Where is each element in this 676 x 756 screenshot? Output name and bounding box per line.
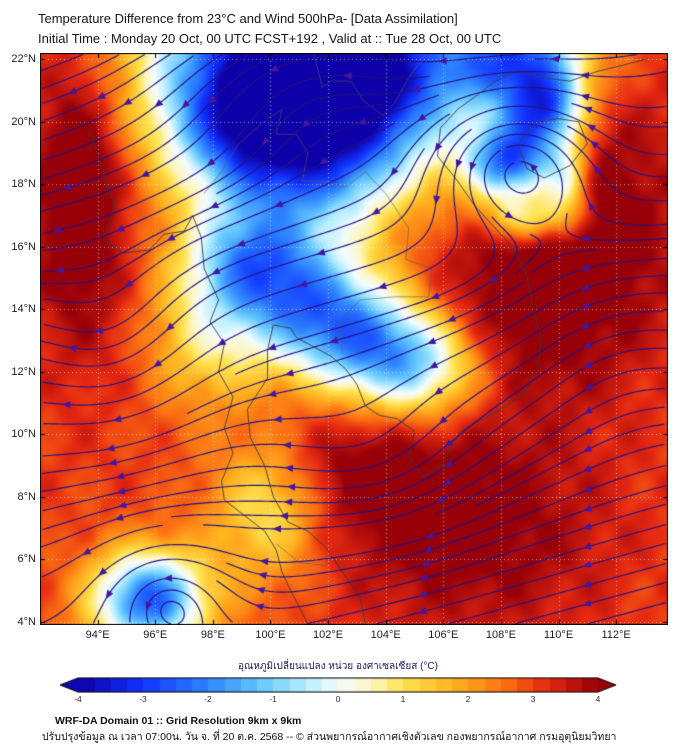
lon-tick-label: 94°E <box>85 629 110 641</box>
lat-tick-label: 14°N <box>11 303 36 316</box>
lat-tick-label: 16°N <box>11 240 36 253</box>
lon-tick-label: 110°E <box>543 629 574 641</box>
lon-tick-label: 98°E <box>200 629 225 641</box>
colorbar-tick-label: -2 <box>204 694 212 704</box>
model-info: WRF-DA Domain 01 :: Grid Resolution 9km … <box>55 715 302 727</box>
lat-tick-label: 18°N <box>11 178 36 191</box>
lat-tick-label: 10°N <box>11 428 36 441</box>
colorbar-tick-label: 1 <box>400 694 406 704</box>
map-area: 4°N 6°N 8°N 10°N 12°N 14°N 16°N 18°N 20°N 22°N 94… <box>0 53 676 651</box>
lat-tick-label: 22°N <box>11 53 36 66</box>
lon-tick-label: 102°E <box>313 629 344 641</box>
page-subtitle: Initial Time : Monday 20 Oct, 00 UTC FCS… <box>38 30 502 46</box>
lon-tick-label: 106°E <box>428 629 459 641</box>
lat-tick-label: 6°N <box>17 553 36 566</box>
update-info: ปรับปรุงข้อมูล ณ เวลา 07:00น. วัน จ. ที่… <box>42 731 617 744</box>
lon-tick-label: 112°E <box>601 629 631 641</box>
header: Temperature Difference from 23°C and Win… <box>0 0 676 48</box>
colorbar-tick-label: -3 <box>139 694 147 704</box>
lat-tick-label: 4°N <box>17 615 36 628</box>
colorbar-title: อุณหภูมิเปลี่ยนแปลง หน่วย องศาเซลเซียส (… <box>238 661 438 672</box>
colorbar-tick-label: 4 <box>595 694 601 704</box>
colorbar-section: อุณหภูมิเปลี่ยนแปลง หน่วย องศาเซลเซียส (… <box>0 659 676 705</box>
lat-tick-label: 12°N <box>11 365 36 378</box>
colorbar-tick-label: 2 <box>465 694 471 704</box>
colorbar-tick-label: 3 <box>530 694 536 704</box>
colorbar-tick-label: -1 <box>269 694 277 704</box>
colorbar-ticks: -4 -3 -2 -1 0 1 2 3 4 <box>58 694 618 705</box>
lat-tick-label: 20°N <box>11 115 36 128</box>
colorbar-gradient <box>58 677 618 693</box>
lon-tick-label: 104°E <box>370 629 401 641</box>
temperature-wind-map-canvas <box>40 53 668 625</box>
page-title: Temperature Difference from 23°C and Win… <box>38 11 458 26</box>
lon-tick-label: 108°E <box>485 629 516 641</box>
lon-tick-label: 100°E <box>255 629 286 641</box>
lon-tick-label: 96°E <box>143 629 168 641</box>
colorbar-tick-label: -4 <box>74 694 82 704</box>
colorbar-tick-label: 0 <box>335 694 341 704</box>
footer: WRF-DA Domain 01 :: Grid Resolution 9km … <box>0 713 676 746</box>
lat-tick-label: 8°N <box>17 490 36 503</box>
